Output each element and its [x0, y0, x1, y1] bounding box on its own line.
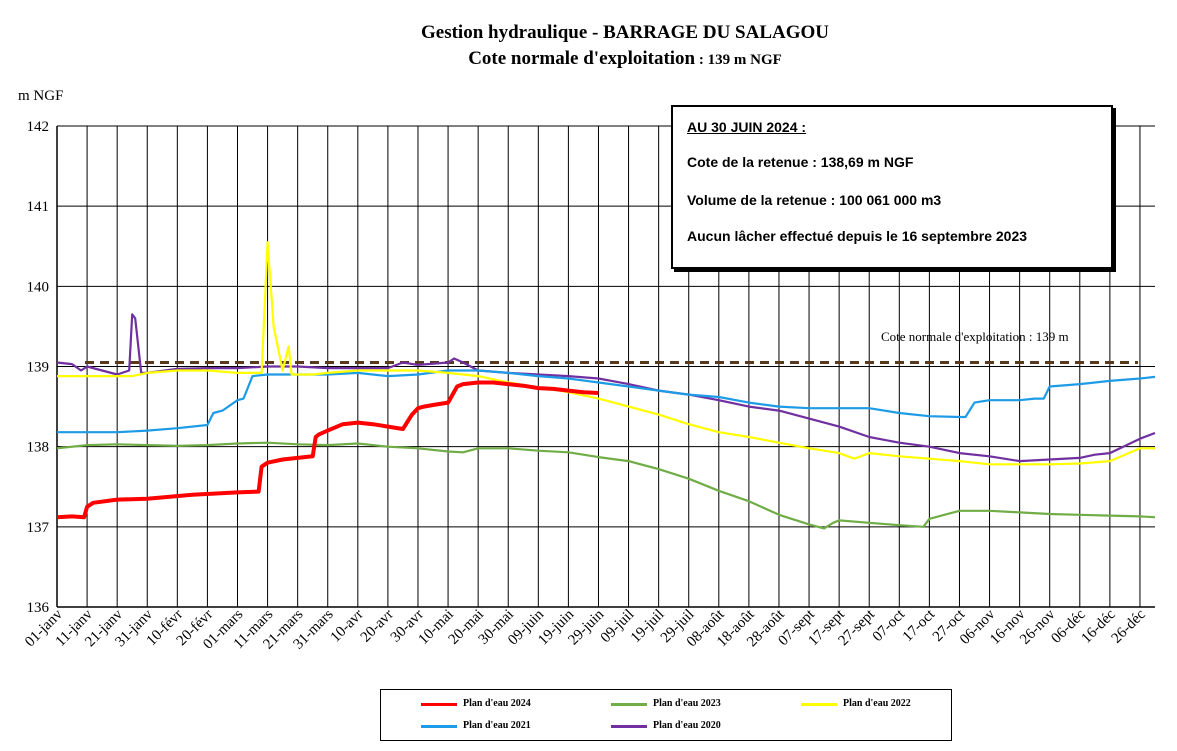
info-release-note: Aucun lâcher effectué depuis le 16 septe… — [687, 228, 1028, 244]
subtitle-main: Cote normale d'exploitation — [468, 48, 696, 69]
reference-line-label: Cote normale d'exploitation : 139 m — [881, 329, 1069, 344]
info-box: AU 30 JUIN 2024 : Cote de la retenue : 1… — [671, 105, 1113, 269]
x-tick-label: 20-avr — [358, 607, 397, 646]
info-heading: AU 30 JUIN 2024 : — [687, 119, 807, 135]
y-tick-label: 137 — [27, 520, 50, 536]
y-tick-label: 142 — [27, 119, 50, 135]
legend: Plan d'eau 2024 Plan d'eau 2023 Plan d'e… — [380, 689, 952, 741]
y-tick-label: 141 — [27, 199, 50, 215]
chart-subtitle: Cote normale d'exploitation : 139 m NGF — [0, 48, 1177, 70]
x-tick-label: 17-oct — [900, 606, 939, 645]
legend-swatch-2020 — [611, 725, 647, 728]
legend-swatch-2022 — [801, 703, 837, 706]
legend-label-2023: Plan d'eau 2023 — [653, 698, 721, 709]
chart-title: Gestion hydraulique - BARRAGE DU SALAGOU — [420, 22, 830, 43]
legend-swatch-2021 — [421, 725, 457, 728]
legend-label-2021: Plan d'eau 2021 — [463, 720, 531, 731]
x-tick-label: 26-déc — [1109, 606, 1149, 646]
x-tick-label: 07-oct — [870, 606, 909, 645]
series-line-2024 — [56, 380, 599, 520]
y-tick-label: 140 — [27, 279, 50, 295]
info-water-level: Cote de la retenue : 138,69 m NGF — [687, 154, 914, 170]
y-tick-label: 139 — [27, 360, 50, 376]
x-tick-label: 26-nov — [1017, 606, 1059, 648]
legend-label-2020: Plan d'eau 2020 — [653, 720, 721, 731]
series-line-2023 — [56, 441, 1156, 530]
legend-label-2022: Plan d'eau 2022 — [843, 698, 911, 709]
x-tick-label: 09-juil — [598, 607, 638, 647]
y-axis-label: m NGF — [18, 88, 64, 104]
y-tick-label: 138 — [27, 440, 50, 456]
subtitle-suffix: : 139 m NGF — [695, 52, 782, 68]
x-tick-label: 10-avr — [328, 607, 367, 646]
y-tick-label: 136 — [27, 600, 50, 616]
legend-label-2024: Plan d'eau 2024 — [463, 698, 531, 709]
legend-swatch-2024 — [421, 703, 457, 706]
series-line-2021 — [57, 369, 1156, 434]
x-tick-label: 19-juil — [628, 607, 668, 647]
info-volume: Volume de la retenue : 100 061 000 m3 — [687, 192, 942, 208]
legend-swatch-2023 — [611, 703, 647, 706]
